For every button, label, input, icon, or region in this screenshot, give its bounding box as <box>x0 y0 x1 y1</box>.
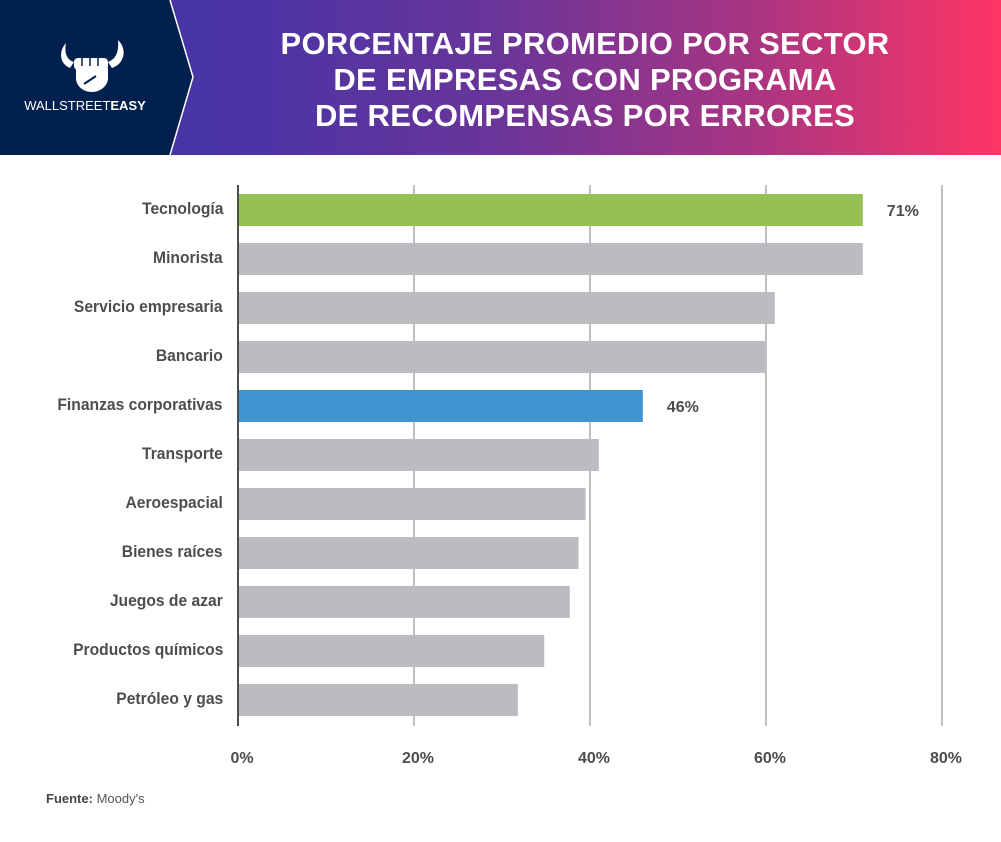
bar <box>239 586 570 618</box>
source-note: Fuente: Moody's <box>46 791 145 806</box>
category-label: Finanzas corporativas <box>57 395 223 414</box>
data-labels: 71% 46% <box>667 203 919 416</box>
logo-background <box>0 0 194 155</box>
title-line-2: DE EMPRESAS CON PROGRAMA <box>333 62 837 97</box>
source-value: Moody's <box>96 791 145 806</box>
brand-name-bold: EASY <box>110 98 146 113</box>
x-tick-label: 0% <box>230 750 253 767</box>
source-label: Fuente: <box>46 791 93 806</box>
title-line-1: PORCENTAJE PROMEDIO POR SECTOR <box>280 26 890 61</box>
title-line-3: DE RECOMPENSAS POR ERRORES <box>314 98 856 133</box>
x-tick-label: 60% <box>754 750 786 767</box>
bar <box>239 439 599 471</box>
category-label: Transporte <box>142 444 223 463</box>
data-label: 46% <box>667 399 699 416</box>
bar <box>239 390 643 422</box>
bar <box>239 488 586 520</box>
x-tick-label: 80% <box>930 750 962 767</box>
x-tick-label: 40% <box>578 750 610 767</box>
bull-fist-icon <box>61 40 124 92</box>
x-tick-labels: 0% 20% 40% 60% 80% <box>230 750 962 767</box>
bar <box>239 537 579 569</box>
chart-title: PORCENTAJE PROMEDIO POR SECTOR DE EMPRES… <box>200 26 970 134</box>
bar <box>239 194 863 226</box>
data-label: 71% <box>887 203 919 220</box>
category-label: Aeroespacial <box>125 493 223 512</box>
category-label: Productos químicos <box>72 640 223 659</box>
bars <box>239 194 863 716</box>
category-label: Minorista <box>153 248 223 267</box>
x-tick-label: 20% <box>402 750 434 767</box>
category-label: Petróleo y gas <box>116 689 223 708</box>
category-label: Tecnología <box>141 199 223 218</box>
bar <box>239 635 545 667</box>
category-label: Bienes raíces <box>122 542 223 561</box>
brand-name-light: WALLSTREET <box>24 98 111 113</box>
bar <box>239 243 863 275</box>
brand-logo-text: WALLSTREETEASY <box>0 98 170 113</box>
bar <box>239 292 775 324</box>
category-label: Juegos de azar <box>109 591 223 610</box>
category-label: Bancario <box>156 346 223 365</box>
header-banner: WALLSTREETEASY PORCENTAJE PROMEDIO POR S… <box>0 0 1001 155</box>
bar <box>239 341 766 373</box>
logo-panel: WALLSTREETEASY <box>0 0 200 155</box>
bar <box>239 684 518 716</box>
category-label: Servicio empresaria <box>74 297 223 316</box>
